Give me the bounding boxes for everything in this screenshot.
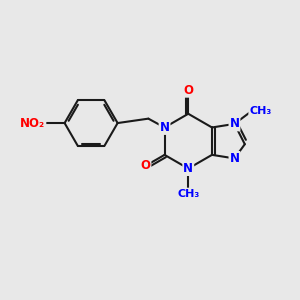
Text: N: N	[160, 121, 170, 134]
Text: CH₃: CH₃	[249, 106, 272, 116]
Text: O: O	[140, 159, 150, 172]
Text: N: N	[183, 162, 193, 175]
Text: O: O	[183, 84, 193, 97]
Text: N: N	[230, 152, 239, 165]
Text: CH₃: CH₃	[177, 189, 200, 199]
Text: N: N	[230, 117, 239, 130]
Text: NO₂: NO₂	[20, 117, 45, 130]
